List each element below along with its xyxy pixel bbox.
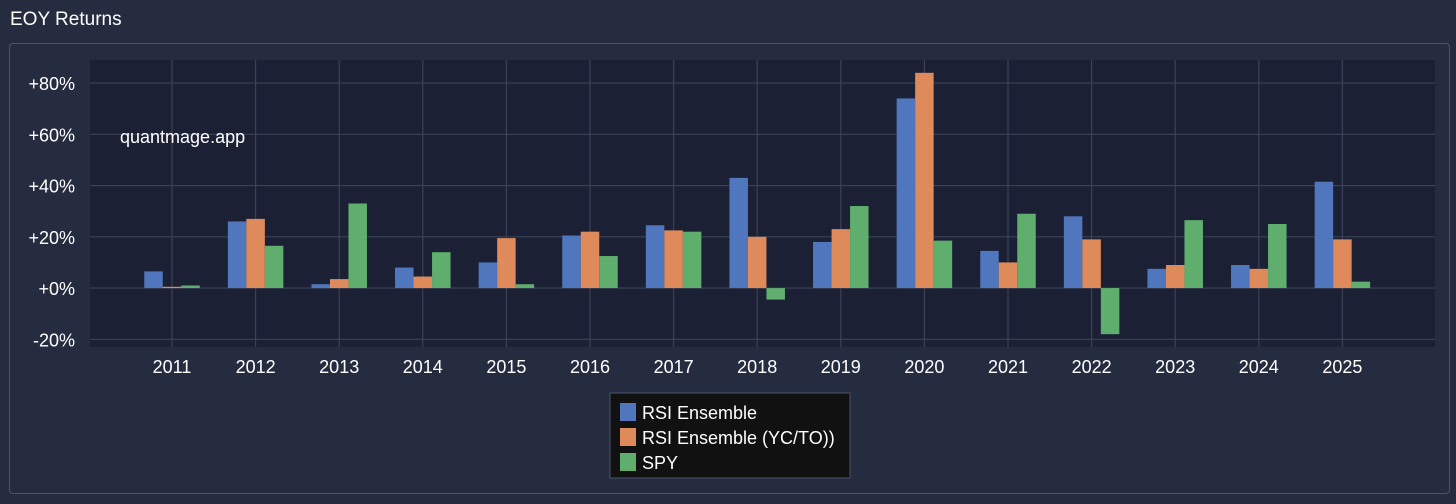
x-tick-label: 2020 xyxy=(904,357,944,377)
x-tick-label: 2019 xyxy=(821,357,861,377)
bar-spy-2011 xyxy=(181,285,200,289)
bar-spy-2015 xyxy=(515,284,535,289)
bar-rsi-ensemble-yc-to-2013 xyxy=(329,279,349,289)
x-tick-label: 2017 xyxy=(654,357,694,377)
x-tick-label: 2022 xyxy=(1072,357,1112,377)
bar-spy-2012 xyxy=(264,245,284,289)
bar-rsi-ensemble-2015 xyxy=(478,262,498,289)
bar-rsi-ensemble-2020 xyxy=(896,98,916,289)
bar-spy-2020 xyxy=(933,240,953,289)
legend-swatch xyxy=(620,453,636,471)
bar-rsi-ensemble-2024 xyxy=(1231,265,1250,289)
bar-rsi-ensemble-yc-to-2021 xyxy=(998,262,1018,289)
x-tick-label: 2016 xyxy=(570,357,610,377)
bar-rsi-ensemble-2022 xyxy=(1063,216,1083,289)
x-tick-label: 2012 xyxy=(236,357,276,377)
bar-rsi-ensemble-yc-to-2020 xyxy=(915,72,934,289)
bar-spy-2022 xyxy=(1100,288,1120,335)
bar-rsi-ensemble-yc-to-2023 xyxy=(1165,265,1185,289)
bar-rsi-ensemble-2013 xyxy=(311,284,330,289)
legend xyxy=(609,392,851,479)
x-tick-label: 2018 xyxy=(737,357,777,377)
bar-rsi-ensemble-2012 xyxy=(227,221,247,289)
bar-rsi-ensemble-yc-to-2011 xyxy=(162,286,182,289)
x-tick-label: 2023 xyxy=(1155,357,1195,377)
bar-spy-2013 xyxy=(348,203,367,289)
y-tick-label: +0% xyxy=(38,279,75,299)
bar-spy-2021 xyxy=(1017,213,1036,289)
legend-label: RSI Ensemble xyxy=(642,403,757,423)
y-tick-label: +80% xyxy=(28,74,75,94)
bar-rsi-ensemble-2011 xyxy=(144,271,163,289)
bar-spy-2024 xyxy=(1268,224,1287,289)
bar-rsi-ensemble-yc-to-2016 xyxy=(580,231,600,289)
watermark: quantmage.app xyxy=(120,127,245,147)
y-tick-label: +40% xyxy=(28,177,75,197)
legend-label: RSI Ensemble (YC/TO)) xyxy=(642,428,835,448)
chart-title: EOY Returns xyxy=(10,9,122,30)
bar-spy-2017 xyxy=(682,231,702,289)
x-tick-label: 2021 xyxy=(988,357,1028,377)
bar-rsi-ensemble-2023 xyxy=(1147,268,1166,289)
bar-rsi-ensemble-2025 xyxy=(1314,181,1334,289)
legend-swatch xyxy=(620,428,636,446)
x-tick-label: 2015 xyxy=(486,357,526,377)
bar-rsi-ensemble-yc-to-2017 xyxy=(664,230,683,289)
y-tick-label: +20% xyxy=(28,228,75,248)
bar-rsi-ensemble-2014 xyxy=(395,267,414,289)
x-tick-label: 2024 xyxy=(1239,357,1279,377)
bar-rsi-ensemble-2018 xyxy=(729,177,748,289)
bar-rsi-ensemble-2016 xyxy=(562,235,581,289)
bar-spy-2016 xyxy=(599,256,618,289)
bar-spy-2018 xyxy=(766,288,785,300)
bar-rsi-ensemble-yc-to-2012 xyxy=(246,218,265,289)
x-tick-label: 2013 xyxy=(319,357,359,377)
bar-rsi-ensemble-yc-to-2018 xyxy=(747,236,767,289)
bar-rsi-ensemble-yc-to-2019 xyxy=(831,229,851,289)
bar-rsi-ensemble-yc-to-2025 xyxy=(1333,239,1352,289)
bar-spy-2025 xyxy=(1351,281,1371,289)
x-tick-label: 2025 xyxy=(1322,357,1362,377)
bar-spy-2014 xyxy=(432,252,451,289)
y-tick-label: +60% xyxy=(28,125,75,145)
legend-swatch xyxy=(620,403,636,421)
legend-label: SPY xyxy=(642,453,678,473)
bar-rsi-ensemble-2019 xyxy=(813,241,832,289)
plot-area xyxy=(90,60,1435,347)
bar-rsi-ensemble-2017 xyxy=(645,225,665,289)
bar-spy-2019 xyxy=(850,206,869,289)
bar-rsi-ensemble-yc-to-2015 xyxy=(497,238,516,289)
x-tick-label: 2014 xyxy=(403,357,443,377)
bar-rsi-ensemble-yc-to-2014 xyxy=(413,276,433,289)
bar-rsi-ensemble-2021 xyxy=(980,250,999,289)
y-tick-label: -20% xyxy=(33,330,75,350)
bar-rsi-ensemble-yc-to-2024 xyxy=(1249,268,1269,289)
x-tick-label: 2011 xyxy=(153,357,192,377)
bar-rsi-ensemble-yc-to-2022 xyxy=(1082,239,1101,289)
bar-spy-2023 xyxy=(1184,220,1203,289)
